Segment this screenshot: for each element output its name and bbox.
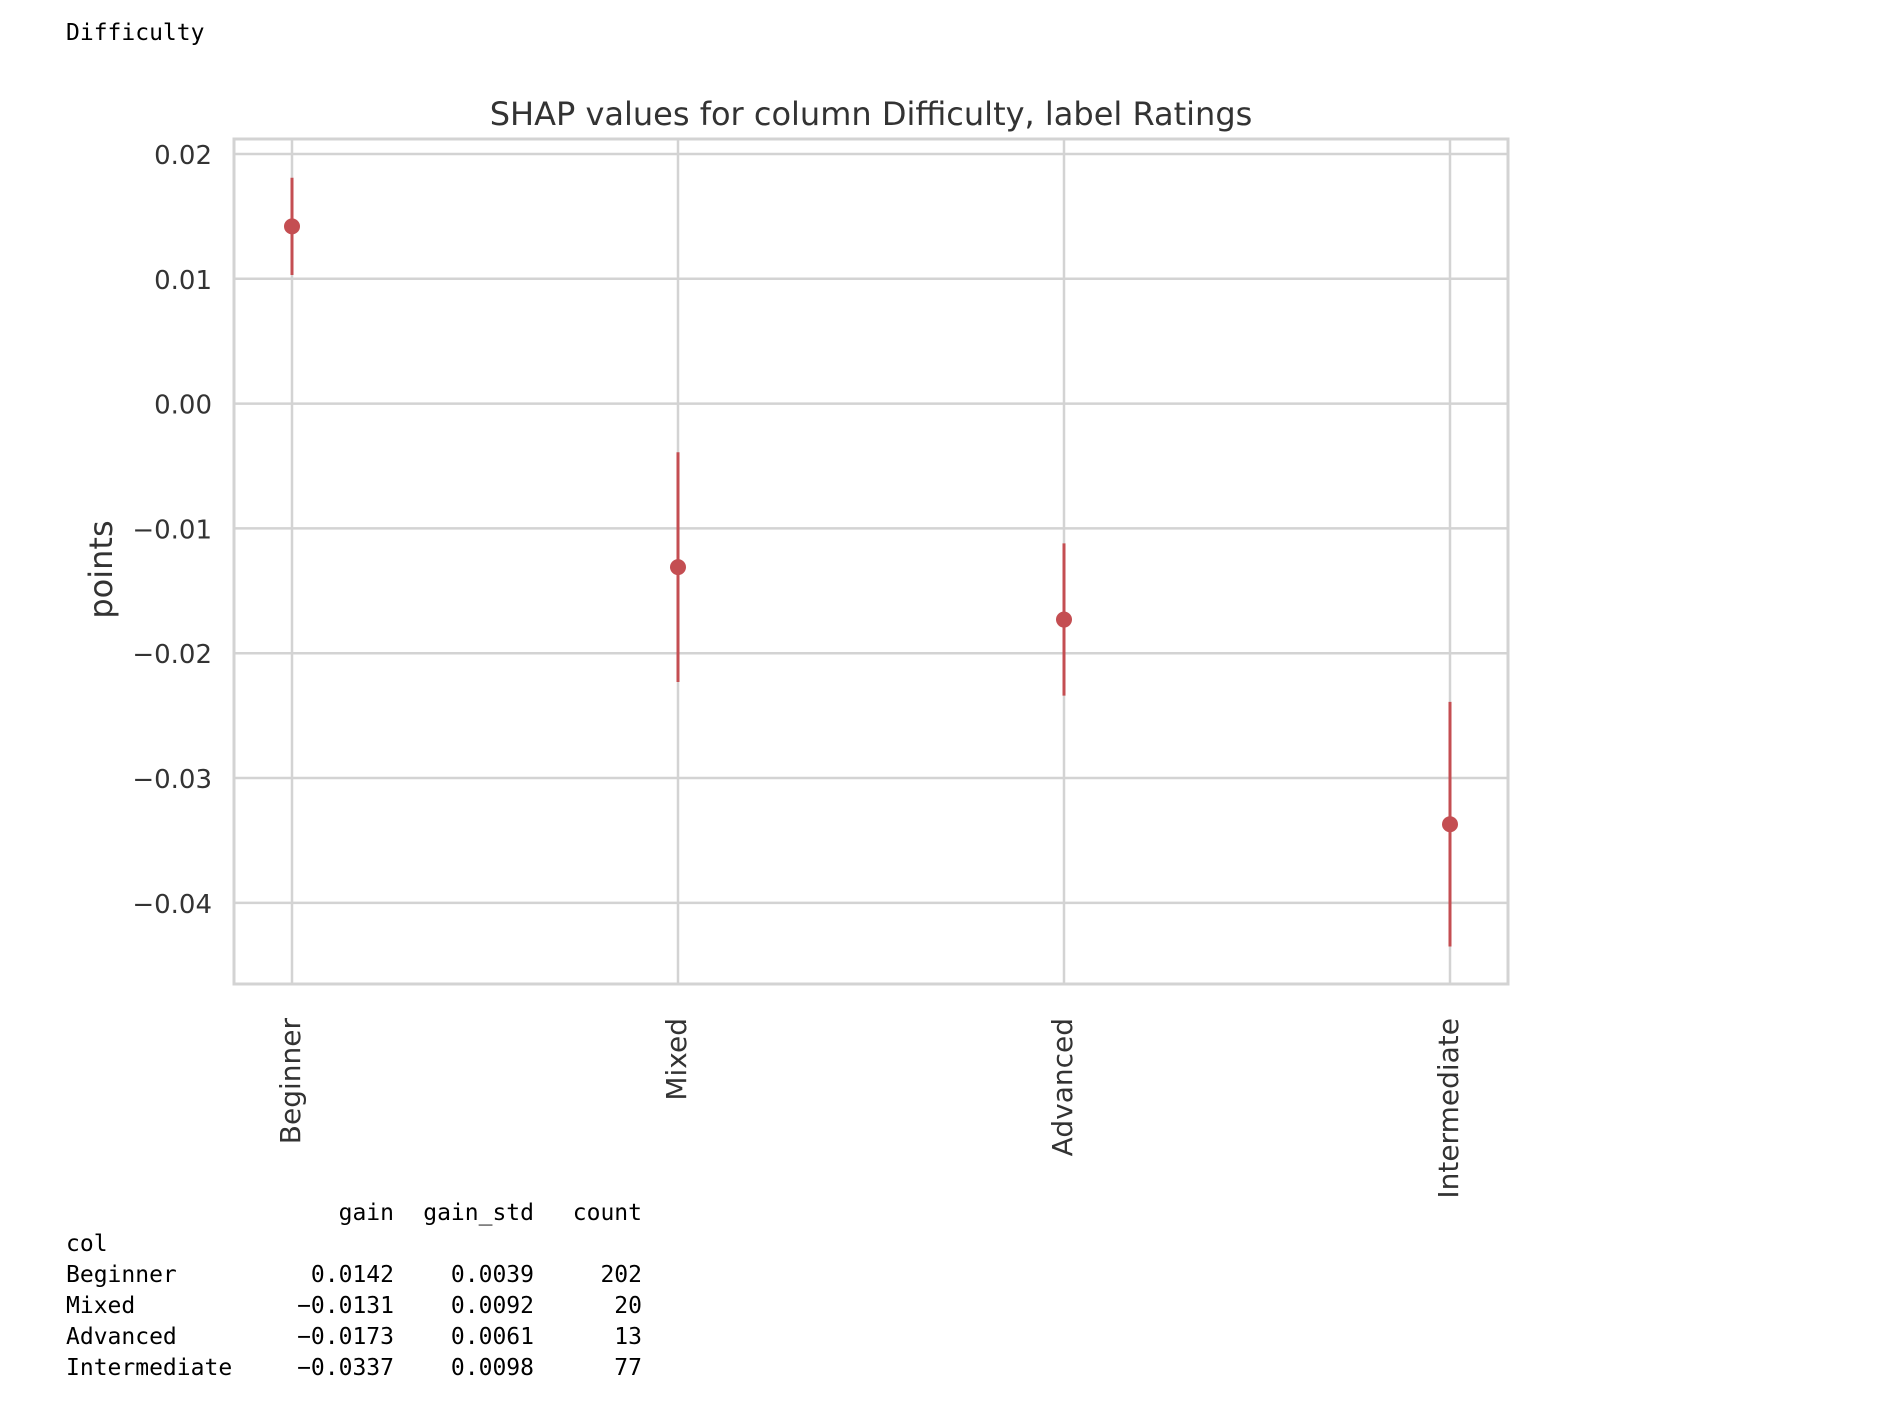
y-tick-label: 0.02 (154, 141, 212, 171)
row-label: Advanced (66, 1324, 177, 1350)
count-cell: 20 (614, 1293, 642, 1319)
gain-std-cell: 0.0061 (450, 1324, 534, 1350)
y-tick-label: −0.04 (132, 890, 212, 920)
mean-marker (670, 559, 686, 576)
table-corner (66, 1198, 264, 1229)
gain-std-cell: 0.0039 (450, 1262, 534, 1288)
gain-std-cell: 0.0098 (450, 1355, 534, 1381)
x-tick-label: Advanced (1046, 1018, 1079, 1156)
x-tick-label: Intermediate (1432, 1018, 1465, 1199)
y-tick-label: −0.02 (132, 640, 212, 670)
x-tick-label: Mixed (660, 1018, 693, 1101)
table-index-row: col (66, 1229, 642, 1260)
mean-marker (1056, 611, 1072, 628)
shap-chart: 0.02 0.01 0.00 −0.01 −0.02 −0.03 −0.04 Beginne… (0, 80, 1540, 1210)
column-header-gain: gain (338, 1200, 394, 1226)
gain-cell: −0.0337 (297, 1355, 394, 1381)
row-label: Beginner (66, 1262, 177, 1288)
y-tick-label: −0.03 (132, 765, 212, 795)
stats-table: gain gain_std count col Beginner 0.0142 … (66, 1198, 642, 1384)
count-cell: 77 (614, 1355, 642, 1381)
chart-svg: 0.02 0.01 0.00 −0.01 −0.02 −0.03 −0.04 Beginne… (82, 95, 1510, 1199)
count-cell: 13 (614, 1324, 642, 1350)
x-tick-label: Beginner (274, 1018, 307, 1145)
mean-marker (284, 218, 300, 235)
row-label: Mixed (66, 1293, 136, 1319)
y-tick-labels: 0.02 0.01 0.00 −0.01 −0.02 −0.03 −0.04 (132, 141, 212, 920)
plot-frame (232, 137, 1510, 986)
table-header-row: gain gain_std count (66, 1198, 642, 1229)
cell-title: Difficulty (66, 20, 205, 46)
grid-layer (234, 139, 1508, 984)
index-name: col (66, 1231, 108, 1257)
y-tick-label: 0.01 (154, 266, 212, 296)
table-row: Beginner 0.0142 0.0039 202 (66, 1260, 642, 1291)
y-axis-label: points (82, 520, 120, 618)
mean-marker (1442, 816, 1458, 833)
x-tick-labels: Beginner Mixed Advanced Intermediate (274, 1018, 1465, 1199)
gain-cell: −0.0173 (297, 1324, 394, 1350)
count-cell: 202 (600, 1262, 642, 1288)
gain-std-cell: 0.0092 (450, 1293, 534, 1319)
y-tick-label: −0.01 (132, 515, 212, 545)
y-tick-label: 0.00 (154, 391, 212, 421)
column-header-gain-std: gain_std (423, 1200, 534, 1226)
gain-cell: 0.0142 (310, 1262, 394, 1288)
column-header-count: count (572, 1200, 642, 1226)
table-row: Advanced −0.0173 0.0061 13 (66, 1322, 642, 1353)
chart-title: SHAP values for column Difficulty, label… (490, 95, 1253, 133)
gain-cell: −0.0131 (297, 1293, 394, 1319)
table-row: Mixed −0.0131 0.0092 20 (66, 1291, 642, 1322)
table-row: Intermediate −0.0337 0.0098 77 (66, 1353, 642, 1384)
error-bars-layer (284, 177, 1458, 947)
row-label: Intermediate (66, 1355, 233, 1381)
